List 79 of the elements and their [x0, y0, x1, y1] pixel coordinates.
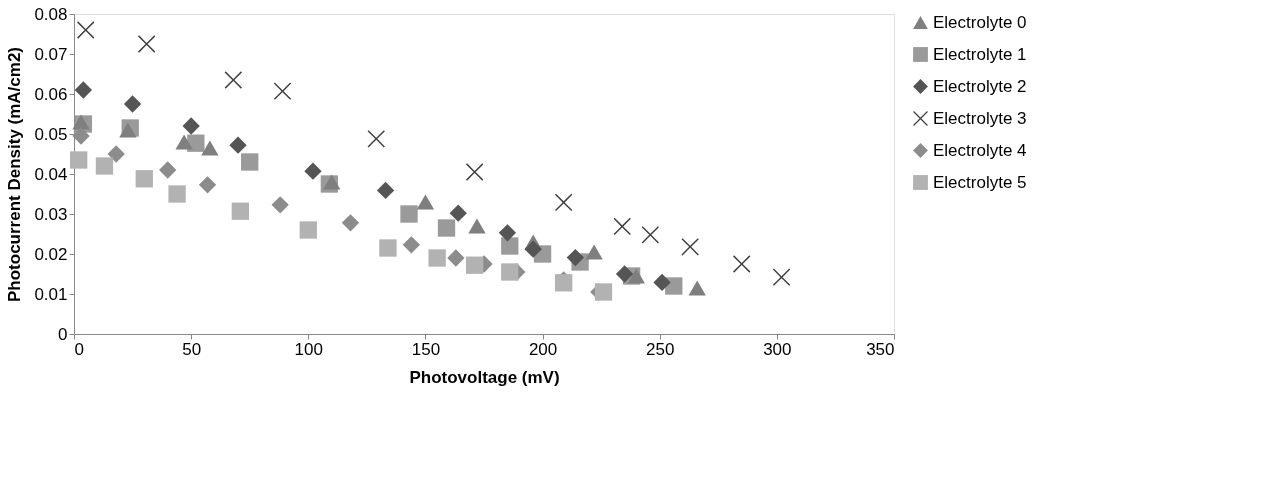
point — [653, 273, 671, 292]
y-tick-label: 0.05 — [34, 124, 68, 144]
point — [772, 268, 791, 286]
point — [428, 249, 446, 267]
point — [341, 214, 360, 232]
point — [400, 205, 418, 223]
y-tick-label: 0.03 — [34, 204, 68, 224]
point — [555, 193, 573, 212]
point — [615, 265, 634, 283]
point — [135, 170, 153, 188]
point — [468, 218, 486, 234]
y-tick-label: 0.02 — [34, 244, 68, 264]
legend-label: Electrolyte 2 — [933, 76, 1027, 96]
point — [465, 163, 484, 181]
y-tick-label: 0.01 — [34, 284, 68, 304]
point — [273, 82, 292, 100]
point — [501, 237, 519, 255]
point — [304, 162, 322, 180]
point — [566, 248, 585, 267]
point — [447, 249, 465, 267]
point — [465, 256, 484, 274]
point — [613, 217, 631, 236]
x-tick-label: 0 — [74, 339, 84, 359]
point — [168, 185, 186, 203]
point — [74, 81, 93, 99]
point — [688, 280, 706, 296]
point — [201, 140, 219, 156]
x-tick-label: 350 — [866, 339, 895, 359]
point — [271, 196, 289, 214]
point — [70, 151, 88, 169]
x-tick-label: 200 — [528, 339, 558, 359]
point — [416, 194, 435, 210]
point — [627, 268, 645, 284]
x-tick-label: 300 — [763, 339, 792, 359]
point — [77, 21, 95, 39]
x-tick-label: 150 — [411, 339, 441, 359]
point — [72, 127, 90, 145]
legend-label: Electrolyte 4 — [933, 140, 1027, 160]
point — [123, 95, 142, 113]
point — [137, 35, 156, 53]
y-tick-label: 0 — [58, 324, 68, 344]
y-tick-label: 0.07 — [34, 44, 68, 64]
x-tick-label: 50 — [182, 339, 202, 359]
point — [367, 130, 385, 148]
point — [224, 71, 242, 89]
point — [229, 136, 247, 154]
point — [498, 224, 517, 242]
point — [379, 239, 397, 257]
point — [641, 226, 659, 244]
point — [524, 240, 542, 258]
y-axis-title: Photocurrent Density (mA/cm2) — [5, 46, 25, 303]
point — [437, 219, 456, 237]
point — [402, 236, 421, 254]
point — [231, 202, 249, 220]
point — [299, 221, 317, 239]
point — [733, 255, 751, 273]
point — [449, 204, 467, 222]
point — [95, 157, 114, 175]
point — [241, 153, 259, 171]
point — [107, 145, 125, 163]
x-tick-label: 100 — [294, 339, 323, 359]
point — [182, 117, 200, 135]
point — [501, 263, 519, 281]
legend-label: Electrolyte 1 — [933, 44, 1027, 64]
legend-label: Electrolyte 3 — [933, 108, 1027, 128]
legend-label: Electrolyte 5 — [933, 172, 1027, 192]
legend-label: Electrolyte 0 — [933, 12, 1027, 32]
point — [594, 283, 613, 301]
x-axis-title: Photovoltage (mV) — [409, 367, 560, 387]
point — [198, 176, 217, 194]
y-tick-label: 0.08 — [34, 4, 68, 24]
point — [175, 134, 193, 150]
y-tick-label: 0.04 — [34, 164, 68, 184]
x-tick-label: 250 — [646, 339, 675, 359]
point — [681, 238, 699, 256]
y-tick-label: 0.06 — [34, 84, 68, 104]
point — [585, 244, 603, 260]
point — [376, 181, 395, 200]
point — [159, 161, 177, 179]
